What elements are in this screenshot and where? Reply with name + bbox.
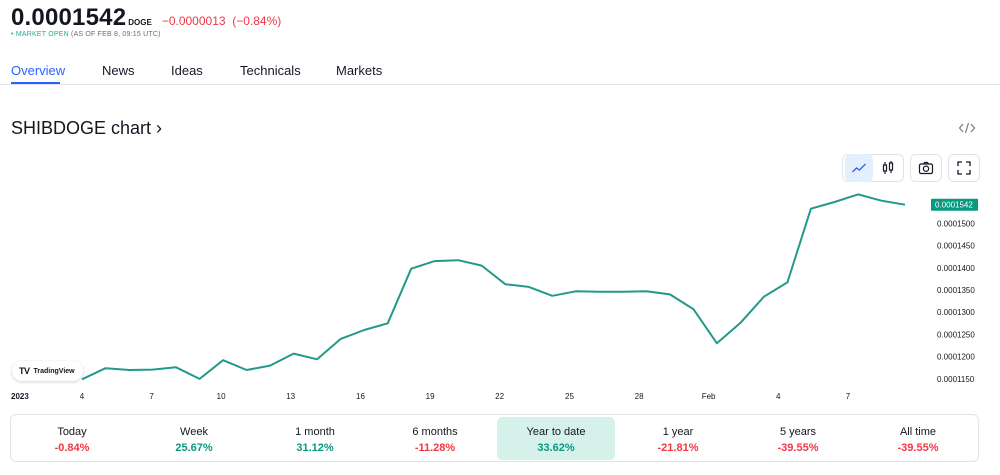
y-tick-label: 0.0001350 [937, 286, 975, 295]
market-open-label: MARKET OPEN [15, 31, 69, 38]
price-change-abs: −0.0000013 [161, 14, 226, 28]
x-tick-label: 13 [286, 392, 295, 401]
chart-title[interactable]: SHIBDOGE chart › [11, 118, 163, 138]
x-tick-label: 4 [80, 392, 85, 401]
period-value: 31.12% [296, 442, 334, 454]
chart-style-toggle [842, 154, 904, 182]
period-label: 1 month [295, 426, 335, 438]
price-currency: DOGE [128, 18, 152, 27]
camera-icon[interactable] [912, 154, 940, 182]
embed-code-icon[interactable] [958, 121, 976, 135]
x-tick-label: Feb [702, 392, 716, 401]
x-tick-label: 4 [776, 392, 781, 401]
period-value: 33.62% [537, 442, 575, 454]
period-label: Today [57, 426, 87, 438]
market-open-dot: • [11, 31, 14, 38]
market-time: (AS OF FEB 8, 09:15 UTC) [71, 31, 161, 38]
last-value-label: 0.0001542 [935, 201, 973, 210]
y-tick-label: 0.0001150 [937, 375, 975, 384]
x-tick-label: 22 [495, 392, 504, 401]
y-tick-label: 0.0001500 [937, 219, 975, 228]
price-header: 0.0001542 DOGE −0.0000013 (−0.84%) [11, 4, 281, 32]
x-tick-label: 16 [356, 392, 365, 401]
period-label: All time [899, 426, 937, 438]
x-tick-label: 28 [635, 392, 644, 401]
x-tick-label: 10 [217, 392, 226, 401]
period-today[interactable]: Today -0.84% [13, 417, 131, 460]
x-tick-label: 25 [565, 392, 574, 401]
fullscreen-button[interactable] [948, 154, 980, 182]
y-tick-label: 0.0001400 [937, 264, 975, 273]
period-value: -39.55% [897, 442, 939, 454]
x-tick-label: 2023 [11, 392, 29, 401]
period-value: -0.84% [54, 442, 90, 454]
period-value: -21.81% [657, 442, 699, 454]
tab-ideas[interactable]: Ideas [171, 63, 203, 78]
x-tick-label: 7 [149, 392, 154, 401]
period-5-years[interactable]: 5 years -39.55% [739, 417, 857, 460]
price-series-line [81, 193, 906, 381]
period-value: -11.28% [414, 442, 456, 454]
y-tick-label: 0.0001200 [937, 353, 975, 362]
y-tick-label: 0.0001250 [937, 330, 975, 339]
period-label: 1 year [662, 426, 694, 438]
period-label: 6 months [412, 426, 458, 438]
period-label: 5 years [779, 426, 817, 438]
price-change-pct: (−0.84%) [232, 14, 282, 28]
line-chart-icon[interactable] [845, 154, 873, 182]
period-6-months[interactable]: 6 months -11.28% [376, 417, 494, 460]
active-tab-indicator [11, 82, 60, 84]
tab-news[interactable]: News [102, 63, 135, 78]
period-1-year[interactable]: 1 year -21.81% [619, 417, 737, 460]
tab-technicals[interactable]: Technicals [240, 63, 301, 78]
tab-overview[interactable]: Overview [11, 63, 66, 78]
period-all-time[interactable]: All time -39.55% [859, 417, 977, 460]
tradingview-logo-icon: TV [19, 366, 30, 376]
candlestick-icon[interactable] [874, 154, 902, 182]
period-year-to-date[interactable]: Year to date 33.62% [497, 417, 615, 460]
tab-bar: Overview News Ideas Technicals Markets [0, 56, 1000, 85]
x-tick-label: 7 [846, 392, 851, 401]
period-value: 25.67% [175, 442, 213, 454]
period-1-month[interactable]: 1 month 31.12% [256, 417, 374, 460]
period-performance-bar: Today -0.84% Week 25.67% 1 month 31.12% … [10, 414, 979, 462]
period-week[interactable]: Week 25.67% [135, 417, 253, 460]
period-label: Year to date [526, 426, 586, 438]
tradingview-label: TradingView [33, 367, 75, 375]
current-price: 0.0001542 [11, 4, 127, 31]
last-value-marker [931, 198, 978, 211]
market-status: • MARKET OPEN (AS OF FEB 8, 09:15 UTC) [11, 31, 161, 38]
x-tick-label: 19 [426, 392, 435, 401]
price-chart[interactable]: 0.0001150 0.0001200 0.0001250 0.0001300 0.00… [0, 190, 1000, 405]
snapshot-button[interactable] [910, 154, 942, 182]
y-tick-label: 0.0001450 [937, 242, 975, 251]
fullscreen-icon[interactable] [950, 154, 978, 182]
tab-markets[interactable]: Markets [336, 63, 383, 78]
y-tick-label: 0.0001300 [937, 308, 975, 317]
period-label: Week [180, 426, 208, 438]
tradingview-badge[interactable]: TV TradingView [12, 361, 83, 381]
period-value: -39.55% [777, 442, 819, 454]
price-change: −0.0000013 (−0.84%) [162, 14, 281, 28]
